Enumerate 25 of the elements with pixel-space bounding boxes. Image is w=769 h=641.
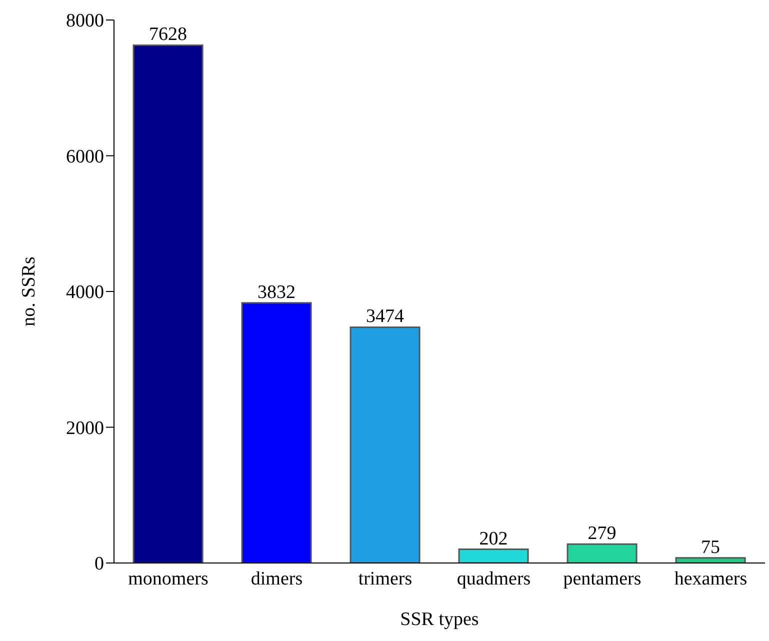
x-axis-title: SSR types — [400, 609, 479, 630]
bar — [458, 548, 529, 563]
y-tick-label: 4000 — [66, 282, 104, 304]
x-tick-label: hexamers — [674, 568, 748, 590]
bar — [241, 302, 312, 563]
bar — [675, 557, 746, 563]
x-tick-label: pentamers — [563, 568, 642, 590]
x-tick-label: quadmers — [456, 568, 531, 590]
x-tick-label: monomers — [128, 568, 208, 590]
y-tick-label: 6000 — [66, 146, 104, 168]
data-label: 202 — [479, 528, 508, 550]
y-tick-label: 8000 — [66, 10, 104, 32]
data-label: 3474 — [366, 306, 405, 328]
data-label: 279 — [588, 523, 616, 544]
data-label: 7628 — [149, 24, 188, 46]
bar — [566, 543, 638, 563]
y-tick-label: 2000 — [66, 418, 104, 439]
x-tick-label: trimers — [358, 568, 412, 590]
bar — [132, 44, 204, 563]
data-label: 75 — [701, 536, 720, 558]
y-tick-label: 0 — [94, 554, 104, 575]
y-axis-title: no. SSRs — [18, 256, 40, 326]
data-label: 3832 — [258, 282, 296, 303]
bar — [350, 326, 420, 563]
x-tick-label: dimers — [250, 568, 303, 590]
